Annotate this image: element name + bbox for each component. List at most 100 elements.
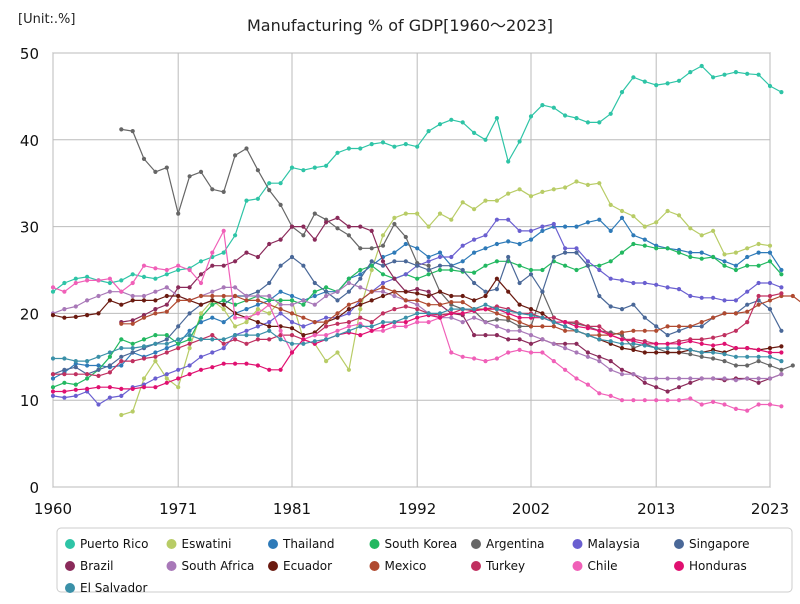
data-point [733, 250, 739, 255]
data-point [130, 293, 135, 299]
data-point [722, 263, 727, 268]
data-point [198, 259, 204, 264]
data-point [631, 75, 636, 80]
data-point [73, 304, 78, 309]
data-point [358, 302, 363, 307]
data-point [483, 233, 488, 238]
data-point [153, 307, 158, 312]
data-point [779, 350, 784, 355]
data-point [403, 241, 408, 247]
data-point [722, 259, 727, 264]
data-point [574, 376, 579, 381]
data-point [688, 254, 693, 260]
legend-marker [268, 539, 278, 549]
data-point [551, 187, 556, 192]
data-point [392, 259, 397, 264]
data-point [392, 307, 397, 312]
data-point [85, 313, 90, 318]
data-point [73, 314, 78, 319]
legend-marker [471, 561, 481, 571]
data-point [153, 350, 158, 355]
data-point [187, 328, 192, 333]
data-point [722, 359, 727, 364]
data-point [767, 293, 773, 299]
data-point [267, 324, 272, 329]
data-point [767, 83, 773, 89]
data-point [50, 393, 56, 398]
data-point [619, 372, 625, 377]
data-point [756, 347, 761, 352]
data-point [267, 181, 272, 186]
data-point [278, 302, 283, 307]
data-point [130, 272, 135, 277]
data-point [494, 241, 499, 247]
data-point [574, 328, 579, 333]
data-point [426, 289, 431, 294]
data-point [779, 367, 784, 372]
data-point [528, 324, 534, 329]
data-point [483, 320, 488, 325]
data-point [267, 280, 272, 286]
data-point [278, 337, 283, 342]
legend-box [56, 527, 793, 593]
data-point [472, 356, 477, 361]
data-point [472, 270, 477, 275]
data-point [426, 129, 431, 134]
data-point [756, 72, 761, 77]
data-point [107, 276, 112, 281]
legend-item-turkey: Turkey [471, 559, 525, 573]
data-point [119, 346, 124, 351]
data-point [96, 363, 101, 368]
data-point [369, 328, 374, 333]
data-point [392, 289, 397, 294]
data-point [221, 298, 226, 303]
x-tick-label: 1981 [273, 500, 311, 518]
data-point [574, 246, 579, 251]
data-point [233, 361, 238, 366]
chart-title: Manufacturing % of GDP[1960～2023] [246, 16, 554, 35]
data-point [631, 341, 636, 346]
data-point [654, 83, 659, 88]
data-point [551, 320, 556, 325]
data-point [460, 267, 465, 273]
data-point [426, 272, 431, 277]
data-point [244, 341, 249, 346]
data-point [779, 267, 784, 273]
data-point [233, 324, 238, 329]
data-point [380, 328, 386, 333]
data-point [563, 185, 568, 190]
data-point [415, 302, 420, 307]
data-point [324, 315, 329, 320]
data-point [221, 341, 226, 346]
data-point [494, 276, 499, 281]
data-point [631, 347, 636, 352]
data-point [96, 373, 101, 378]
data-point [380, 320, 386, 325]
data-point [221, 263, 226, 268]
data-point [73, 280, 78, 286]
legend-label: Ecuador [283, 559, 332, 573]
data-point [289, 326, 295, 331]
data-point [210, 302, 215, 307]
data-point [233, 285, 238, 290]
data-point [278, 367, 283, 372]
data-point [745, 263, 750, 268]
data-point [711, 75, 716, 80]
data-point [119, 289, 124, 294]
data-point [153, 289, 158, 294]
data-point [472, 250, 477, 255]
data-point [483, 307, 488, 312]
data-point [517, 228, 522, 233]
data-point [654, 246, 659, 251]
data-point [722, 298, 727, 303]
data-point [221, 361, 226, 366]
data-point [767, 243, 773, 248]
data-point [722, 376, 727, 381]
data-point [676, 287, 682, 292]
data-point [711, 228, 716, 233]
legend-label: Thailand [282, 537, 335, 551]
data-point [119, 363, 124, 368]
data-point [73, 393, 78, 398]
data-point [403, 211, 408, 216]
data-point [540, 315, 545, 320]
